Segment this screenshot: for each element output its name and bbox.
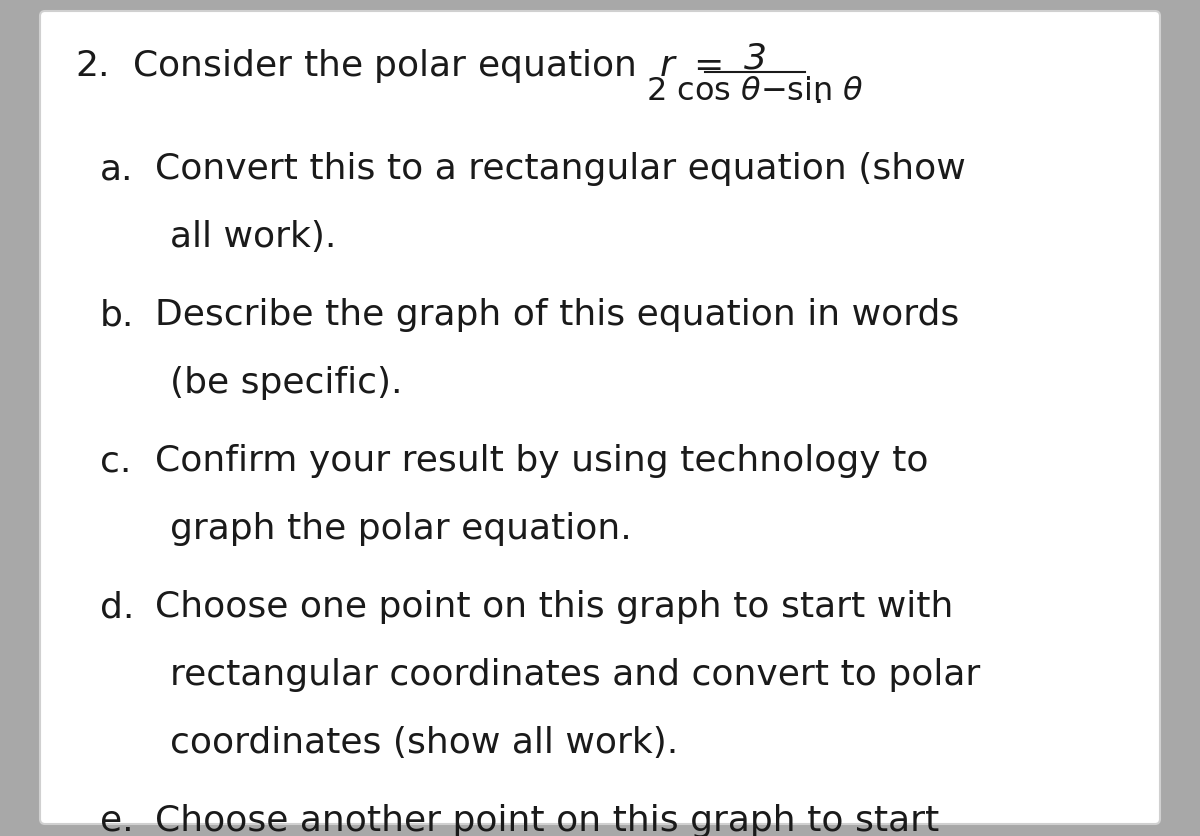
Text: all work).: all work). xyxy=(170,220,336,253)
Text: c.: c. xyxy=(100,443,131,477)
Text: 2 cos $\theta$$-$sin $\theta$: 2 cos $\theta$$-$sin $\theta$ xyxy=(646,76,864,107)
Text: rectangular coordinates and convert to polar: rectangular coordinates and convert to p… xyxy=(170,657,980,691)
Text: (be specific).: (be specific). xyxy=(170,365,402,400)
Text: Choose another point on this graph to start: Choose another point on this graph to st… xyxy=(155,803,940,836)
Text: d.: d. xyxy=(100,589,134,624)
Text: b.: b. xyxy=(100,298,134,332)
Text: Convert this to a rectangular equation (show: Convert this to a rectangular equation (… xyxy=(155,152,966,186)
FancyBboxPatch shape xyxy=(40,12,1160,824)
Text: e.: e. xyxy=(100,803,133,836)
Text: .: . xyxy=(812,76,823,110)
Text: 3: 3 xyxy=(744,41,767,75)
Text: 2.  Consider the polar equation  $r$ $=$: 2. Consider the polar equation $r$ $=$ xyxy=(74,47,721,85)
Text: Choose one point on this graph to start with: Choose one point on this graph to start … xyxy=(155,589,953,624)
Text: coordinates (show all work).: coordinates (show all work). xyxy=(170,725,678,759)
Text: Describe the graph of this equation in words: Describe the graph of this equation in w… xyxy=(155,298,959,332)
Text: graph the polar equation.: graph the polar equation. xyxy=(170,512,631,545)
Text: Confirm your result by using technology to: Confirm your result by using technology … xyxy=(155,443,929,477)
Text: a.: a. xyxy=(100,152,133,186)
